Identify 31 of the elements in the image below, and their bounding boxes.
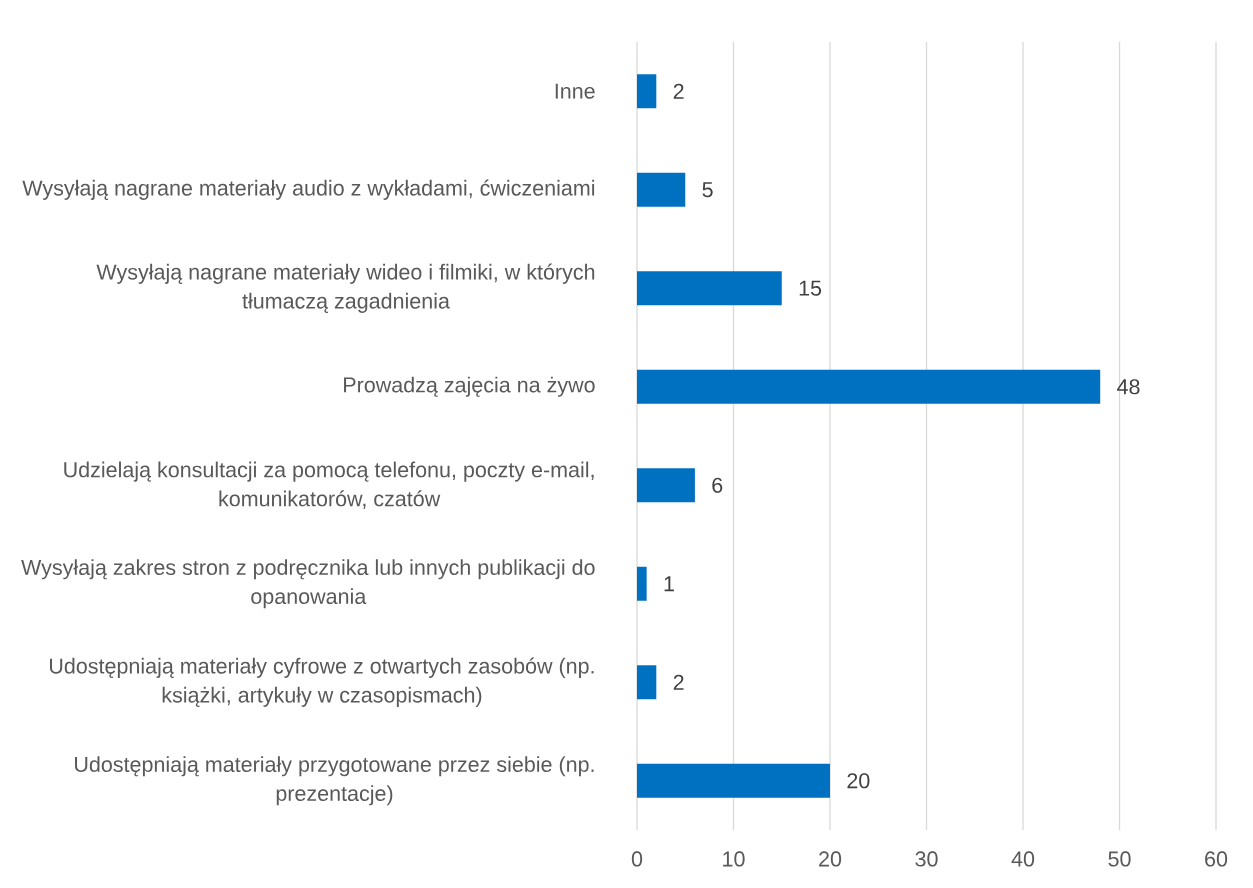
y-tick-label: Wysyłają nagrane materiały wideo i filmiki, w których tłumaczą zagadnienia	[96, 263, 595, 313]
x-tick-label: 60	[1205, 851, 1228, 867]
x-tick-label: 30	[915, 851, 938, 867]
bar	[637, 566, 647, 601]
x-tick-label: 0	[631, 851, 643, 867]
data-label: 48	[1117, 379, 1140, 395]
bar	[637, 271, 782, 306]
bar	[637, 74, 657, 109]
bar	[637, 369, 1101, 404]
x-tick-label: 50	[1108, 851, 1131, 867]
data-label: 5	[702, 182, 713, 198]
data-label: 15	[799, 280, 822, 296]
y-tick-label: Inne	[555, 83, 595, 99]
data-label: 2	[673, 674, 684, 690]
y-tick-label: Prowadzą zajęcia na żywo	[344, 376, 595, 397]
data-label: 20	[847, 773, 870, 789]
data-label: 6	[712, 477, 723, 493]
bar	[637, 763, 830, 798]
bar	[637, 172, 686, 207]
y-tick-label: Udostępniają materiały cyfrowe z otwartych zasobów (np. książki, artykuły w czasopismach)	[49, 657, 594, 707]
data-label: 2	[673, 83, 684, 99]
x-tick-label: 10	[723, 851, 745, 867]
y-tick-label: Wysyłają nagrane materiały audio z wykładami, ćwiczeniami	[22, 179, 595, 200]
x-tick-label: 40	[1011, 851, 1035, 867]
y-tick-label: Wysyłają zakres stron z podręcznika lub innych publikacji do opanowania	[21, 559, 595, 609]
bar	[637, 665, 657, 700]
x-tick-label: 20	[819, 851, 842, 867]
bar	[637, 468, 695, 503]
y-tick-label: Udzielają konsultacji za pomocą telefonu, poczty e-mail, komunikatorów, czatów	[64, 461, 594, 509]
data-label: 1	[664, 576, 674, 592]
y-tick-label: Udostępniają materiały przygotowane przez siebie (np. prezentacje)	[75, 756, 594, 806]
